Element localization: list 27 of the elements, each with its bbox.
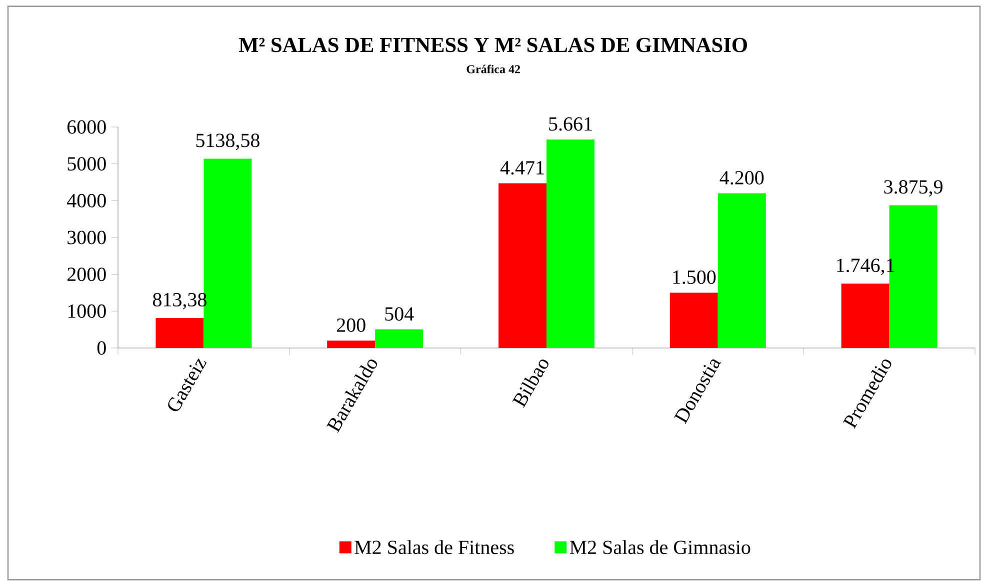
bar	[327, 340, 376, 348]
data-label: 5.661	[549, 117, 592, 131]
y-tick-label: 3000	[68, 230, 106, 244]
bar	[498, 183, 547, 348]
bar	[718, 193, 766, 348]
y-tick-label: 2000	[68, 268, 106, 282]
data-label: 4.471	[500, 161, 544, 175]
data-label: 4.200	[720, 171, 764, 185]
data-label: 1.500	[673, 270, 716, 284]
bar	[670, 292, 718, 348]
legend-label: M2 Salas de Fitness	[354, 540, 514, 554]
bar	[375, 329, 424, 348]
y-tick-label: 1000	[68, 304, 106, 318]
legend-label: M2 Salas de Gimnasio	[570, 540, 750, 554]
y-tick-label: 4000	[67, 194, 106, 208]
data-label: 200	[336, 318, 366, 332]
bar	[546, 139, 594, 348]
bar	[841, 284, 890, 348]
data-label: 504	[385, 307, 414, 321]
y-tick-label: 0	[97, 341, 106, 355]
bar	[156, 318, 204, 348]
data-label: 5138,58	[196, 134, 260, 150]
y-tick-label: 5000	[68, 157, 106, 171]
y-tick-label: 6000	[67, 120, 106, 134]
chart-title: M² SALAS DE FITNESS Y M² SALAS DE GIMNASIO	[238, 38, 747, 52]
chart-subtitle: Gráfica 42	[466, 64, 520, 74]
data-label: 3.875,9	[884, 180, 942, 197]
